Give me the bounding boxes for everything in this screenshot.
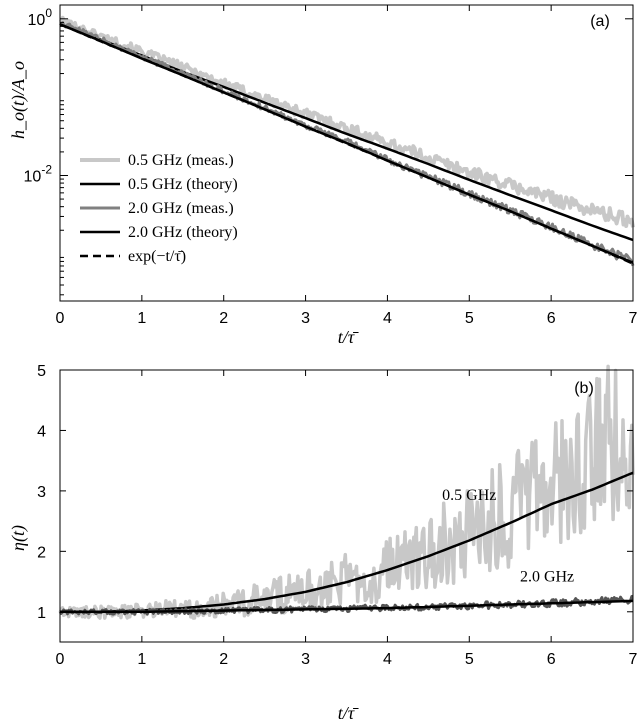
panel-b: 0 1 2 3 4 5 6 7 1 2 3 4 5 (b) t/τ̄ η(t) 0.5 GHz 2.0 … xyxy=(8,363,638,723)
panel-b-ytick-label-3: 4 xyxy=(37,423,46,440)
panel-b-xtick-label-3: 3 xyxy=(301,651,310,668)
panel-b-xtick-label-4: 4 xyxy=(383,651,392,668)
panel-b-xtick-label-5: 5 xyxy=(465,651,474,668)
panel-a-xtick-label-6: 6 xyxy=(547,310,556,327)
legend-label-2: 2.0 GHz (meas.) xyxy=(128,200,234,217)
panel-a-ylabel: h_o(t)/A_o xyxy=(8,61,29,139)
panel-b-label: (b) xyxy=(574,380,594,397)
panel-a-x-ticks: 0 1 2 3 4 5 6 7 xyxy=(56,5,638,327)
panel-b-ytick-label-4: 5 xyxy=(37,363,46,380)
panel-a: 0 1 2 3 4 5 6 7 100 10-2 (a) t/τ̄ h_o(t)/A_o 0.5… xyxy=(8,4,638,347)
panel-b-xlabel: t/τ̄ xyxy=(338,703,359,723)
panel-a-ytick-label-1: 10-2 xyxy=(24,162,53,185)
panel-b-xtick-label-6: 6 xyxy=(547,651,556,668)
panel-b-annotations: 0.5 GHz 2.0 GHz xyxy=(442,487,574,586)
panel-b-xtick-label-0: 0 xyxy=(56,651,65,668)
panel-b-xtick-label-7: 7 xyxy=(629,651,638,668)
panel-b-ylabel: η(t) xyxy=(8,525,29,551)
panel-b-ytick-label-2: 3 xyxy=(37,484,46,501)
panel-a-ytick-label-0: 100 xyxy=(28,6,53,29)
panel-a-legend: 0.5 GHz (meas.) 0.5 GHz (theory) 2.0 GHz (… xyxy=(80,152,238,265)
panel-b-xtick-label-2: 2 xyxy=(219,651,228,668)
legend-label-4: exp(−t/τ̄) xyxy=(128,248,186,265)
panel-a-xtick-label-5: 5 xyxy=(465,310,474,327)
panel-b-xtick-label-1: 1 xyxy=(137,651,146,668)
panel-b-annotation-1: 2.0 GHz xyxy=(520,569,574,586)
panel-a-axes-frame xyxy=(59,4,634,302)
panel-a-y-ticks: 100 10-2 xyxy=(24,6,633,296)
panel-a-series-0 xyxy=(59,15,635,228)
panel-b-axes-frame xyxy=(59,369,634,643)
panel-a-xtick-label-4: 4 xyxy=(383,310,392,327)
panel-a-xtick-label-0: 0 xyxy=(56,310,65,327)
panel-a-xtick-label-3: 3 xyxy=(301,310,310,327)
panel-b-annotation-0: 0.5 GHz xyxy=(442,487,496,504)
panel-a-series-group xyxy=(58,15,635,267)
panel-b-ytick-label-0: 1 xyxy=(37,605,46,622)
panel-a-series-3 xyxy=(59,23,634,264)
panel-a-label: (a) xyxy=(590,13,610,30)
panel-a-xtick-label-7: 7 xyxy=(629,310,638,327)
panel-b-series-group xyxy=(58,364,635,620)
panel-b-series-0 xyxy=(58,364,635,620)
legend-label-3: 2.0 GHz (theory) xyxy=(128,224,238,241)
panel-a-series-2 xyxy=(58,21,635,267)
panel-a-xtick-label-2: 2 xyxy=(219,310,228,327)
panel-a-xtick-label-1: 1 xyxy=(137,310,146,327)
panel-b-x-ticks: 0 1 2 3 4 5 6 7 xyxy=(56,370,638,668)
panel-b-y-ticks: 1 2 3 4 5 xyxy=(37,363,633,622)
panel-a-xlabel: t/τ̄ xyxy=(338,327,359,347)
panel-b-series-3 xyxy=(60,599,634,614)
legend-label-1: 0.5 GHz (theory) xyxy=(128,176,238,193)
legend-label-0: 0.5 GHz (meas.) xyxy=(128,152,234,169)
panel-b-ytick-label-1: 2 xyxy=(37,544,46,561)
